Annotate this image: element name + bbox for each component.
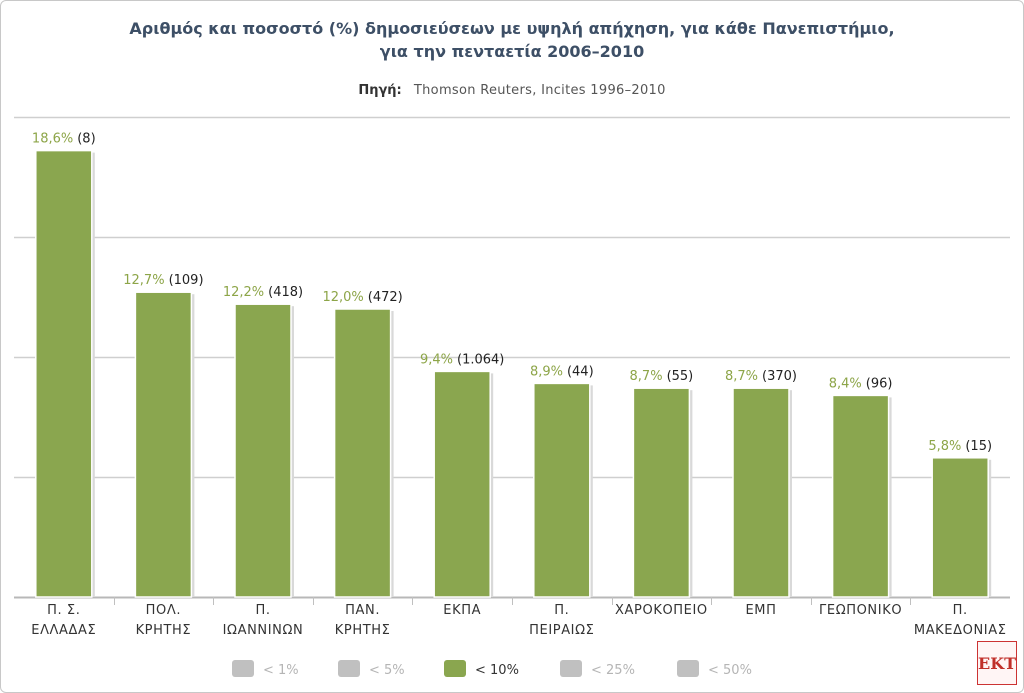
bar <box>433 370 491 598</box>
count-label: (55) <box>667 369 694 384</box>
legend-swatch <box>677 660 699 677</box>
count-label: (44) <box>567 364 594 379</box>
category-label: ΕΛΛΑΔΑΣ <box>31 623 96 638</box>
category-label: Π. <box>953 603 968 618</box>
bar <box>931 457 989 598</box>
legend-swatch <box>444 660 466 677</box>
percent-label: 12,2% <box>223 285 264 300</box>
percent-label: 12,7% <box>123 273 164 288</box>
count-label: (109) <box>169 273 204 288</box>
percent-label: 12,0% <box>322 290 363 305</box>
value-label: 8,9% (44) <box>530 364 594 379</box>
category-label: Π. <box>554 603 569 618</box>
bar <box>134 291 193 598</box>
bar <box>732 387 790 598</box>
category-label: ΚΡΗΤΗΣ <box>335 623 391 638</box>
legend-label: < 5% <box>369 663 405 678</box>
value-label: 9,4% (1.064) <box>420 352 504 367</box>
chart-title: Αριθμός και ποσοστό (%) δημοσιεύσεων με … <box>0 17 1024 63</box>
source-value: Thomson Reuters, Incites 1996–2010 <box>413 83 666 98</box>
value-label: 8,7% (55) <box>630 369 694 384</box>
percent-label: 8,4% <box>829 376 862 391</box>
category-label: ΠΟΛ. <box>146 603 181 618</box>
category-label: ΕΜΠ <box>745 603 776 618</box>
percent-label: 9,4% <box>420 352 453 367</box>
x-axis <box>114 597 911 605</box>
bars <box>35 149 992 598</box>
category-label: ΜΑΚΕΔΟΝΙΑΣ <box>914 623 1007 638</box>
percent-label: 18,6% <box>32 132 73 147</box>
category-label: ΚΡΗΤΗΣ <box>136 623 192 638</box>
category-label: ΓΕΩΠΟΝΙΚΟ <box>819 603 902 618</box>
category-label: Π. <box>255 603 270 618</box>
category-label: ΕΚΠΑ <box>443 603 481 618</box>
source-label: Πηγή: <box>358 83 402 98</box>
bar <box>333 308 392 598</box>
category-label: ΠΑΝ. <box>345 603 380 618</box>
value-label: 12,2% (418) <box>223 285 303 300</box>
legend-label: < 50% <box>708 663 752 678</box>
legend-swatch <box>232 660 254 677</box>
count-label: (96) <box>866 376 893 391</box>
legend-swatch <box>560 660 582 677</box>
count-label: (1.064) <box>457 352 504 367</box>
category-label: ΠΕΙΡΑΙΩΣ <box>529 623 594 638</box>
legend-label: < 25% <box>591 663 635 678</box>
chart-source: Πηγή: Thomson Reuters, Incites 1996–2010 <box>0 83 1024 98</box>
bar <box>831 394 890 598</box>
percent-label: 8,7% <box>725 369 758 384</box>
chart-title-line-2: για την πενταετία 2006–2010 <box>379 42 645 61</box>
value-label: 12,7% (109) <box>123 273 203 288</box>
legend-swatch <box>338 660 360 677</box>
bar <box>234 303 292 598</box>
percent-label: 5,8% <box>928 439 961 454</box>
percent-label: 8,9% <box>530 364 563 379</box>
legend-label: < 10% <box>475 663 519 678</box>
chart-title-line-1: Αριθμός και ποσοστό (%) δημοσιεύσεων με … <box>129 19 895 38</box>
bar <box>533 382 591 598</box>
category-label: ΧΑΡΟΚΟΠΕΙΟ <box>615 603 708 618</box>
value-label: 12,0% (472) <box>322 290 402 305</box>
value-label: 18,6% (8) <box>32 132 96 147</box>
value-label: 5,8% (15) <box>928 439 992 454</box>
ekt-logo: ΕΚΤ <box>977 641 1017 685</box>
legend-label: < 1% <box>263 663 299 678</box>
bar <box>632 387 691 598</box>
ekt-logo-text: ΕΚΤ <box>978 653 1017 673</box>
percent-label: 8,7% <box>630 369 663 384</box>
bar <box>35 149 93 598</box>
count-label: (8) <box>77 132 95 147</box>
category-labels: Π. Σ. ΕΛΛΑΔΑΣ ΠΟΛ. ΚΡΗΤΗΣ Π. ΙΩΑΝΝΙΝΩΝ ΠΑΝ. ΚΡΗ… <box>31 603 1006 638</box>
value-labels: 18,6% (8) 12,7% (109) 12,2% (418) 12,0% (472) 9,… <box>32 132 992 454</box>
value-label: 8,7% (370) <box>725 369 797 384</box>
count-label: (418) <box>268 285 303 300</box>
legend: < 1% < 5% < 10% < 25% < 50% <box>232 660 752 678</box>
count-label: (370) <box>762 369 797 384</box>
category-label: ΙΩΑΝΝΙΝΩΝ <box>223 623 304 638</box>
count-label: (472) <box>368 290 403 305</box>
value-label: 8,4% (96) <box>829 376 893 391</box>
category-label: Π. Σ. <box>47 603 80 618</box>
count-label: (15) <box>965 439 992 454</box>
